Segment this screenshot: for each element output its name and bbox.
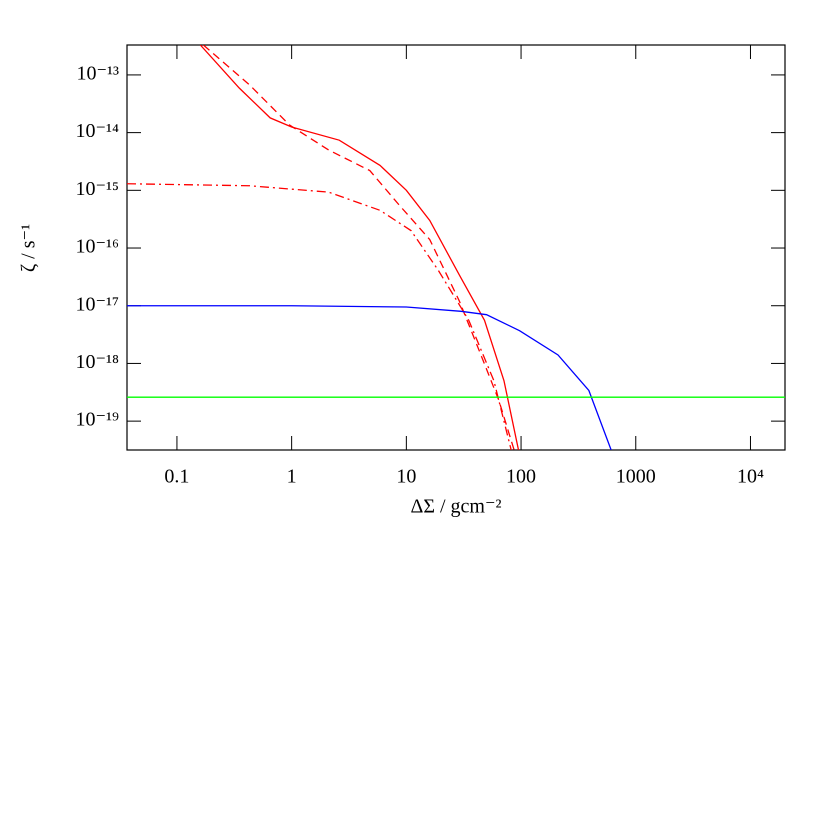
x-tick-label: 0.1	[164, 466, 189, 488]
x-tick-label: 100	[506, 466, 536, 488]
x-tick-label: 1000	[616, 466, 656, 488]
data-line	[127, 183, 512, 450]
y-tick-label: 10⁻¹⁸	[75, 351, 119, 373]
x-tick-label: 10	[396, 466, 416, 488]
y-tick-label: 10⁻¹⁶	[75, 236, 119, 258]
data-line	[199, 45, 520, 450]
data-line	[127, 305, 612, 450]
x-axis-label: ΔΣ / gcm⁻²	[410, 496, 501, 518]
y-tick-label: 10⁻¹⁷	[75, 293, 119, 315]
y-tick-label: 10⁻¹³	[76, 63, 119, 85]
y-tick-label: 10⁻¹⁵	[75, 178, 119, 200]
y-tick-label: 10⁻¹⁹	[75, 409, 119, 431]
x-tick-label: 1	[287, 466, 297, 488]
x-tick-label: 10⁴	[737, 466, 764, 488]
y-axis-label: ζ / s⁻¹	[18, 224, 40, 272]
data-line	[202, 45, 515, 450]
plot-frame	[126, 44, 786, 451]
y-tick-label: 10⁻¹⁴	[75, 120, 119, 142]
